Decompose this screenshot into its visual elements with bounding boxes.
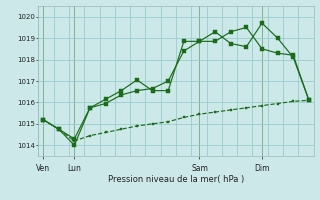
X-axis label: Pression niveau de la mer( hPa ): Pression niveau de la mer( hPa ) [108,175,244,184]
